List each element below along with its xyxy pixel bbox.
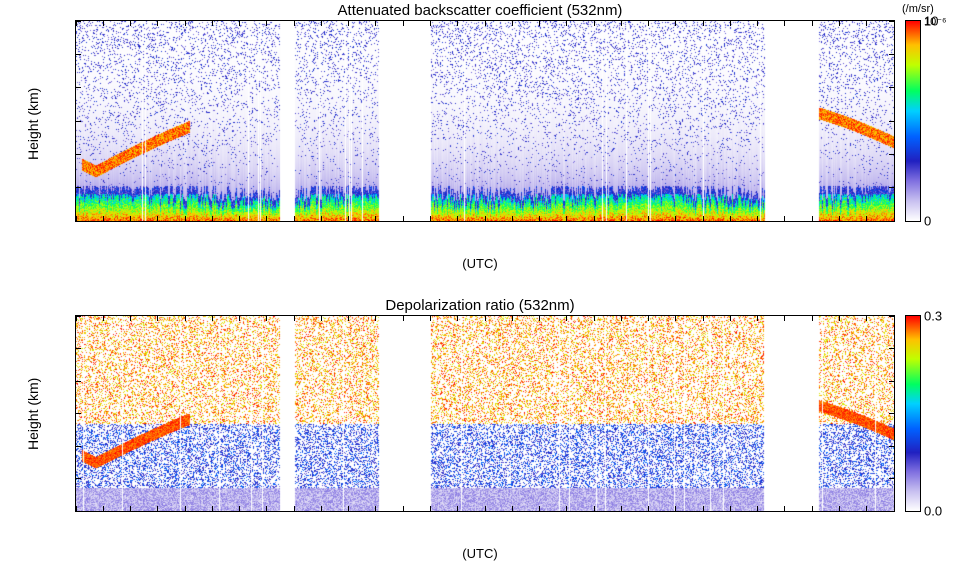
- xtick-label: 5: [181, 511, 188, 512]
- xtick-extra-left: Sep: [75, 511, 88, 512]
- colorbar-unit: (/m/sr): [902, 3, 934, 15]
- xtick-label: 28: [805, 221, 819, 222]
- xtick-label: 19: [560, 511, 574, 512]
- xtick-label: 29: [832, 221, 846, 222]
- xtick-label: 24: [696, 221, 710, 222]
- panel2-plot-area: 0369121518123456789101112131415161718192…: [75, 315, 895, 512]
- panel1-heatmap-canvas: [76, 21, 894, 221]
- colorbar-max: 0.3: [920, 309, 942, 324]
- xtick-label: 26: [750, 221, 764, 222]
- xtick-label: 6: [209, 221, 216, 222]
- xtick-label: 15: [450, 511, 464, 512]
- panel1-title: Attenuated backscatter coefficient (532n…: [0, 2, 960, 19]
- xtick-label: 12: [369, 221, 383, 222]
- panel1-xlabel: (UTC): [0, 256, 960, 271]
- xtick-label: 1: [890, 221, 895, 222]
- panel2-ylabel: Height (km): [25, 378, 41, 450]
- xtick-label: 27: [778, 511, 792, 512]
- xtick-label: 1: [890, 511, 895, 512]
- xtick-label: 19: [560, 221, 574, 222]
- xtick-label: 7: [236, 221, 243, 222]
- xtick-label: 28: [805, 511, 819, 512]
- xtick-label: 10: [314, 511, 328, 512]
- xtick-label: 11: [342, 511, 356, 512]
- xtick-label: 16: [478, 221, 492, 222]
- xtick-label: 22: [641, 221, 655, 222]
- xtick-label: 13: [396, 221, 410, 222]
- xtick-label: 4: [154, 511, 161, 512]
- colorbar-min: 0: [920, 214, 931, 229]
- xtick-extra-left: Sep: [75, 221, 88, 222]
- xtick-label: 12: [369, 511, 383, 512]
- xtick-label: 1: [75, 511, 80, 512]
- panel2-title: Depolarization ratio (532nm): [0, 297, 960, 314]
- xtick-label: 26: [750, 511, 764, 512]
- colorbar-min: 0.0: [920, 504, 942, 519]
- panel2-colorbar: 0.30.0: [905, 315, 921, 512]
- xtick-label: 16: [478, 511, 492, 512]
- xtick-label: 30: [859, 511, 873, 512]
- xtick-label: 27: [778, 221, 792, 222]
- xtick-label: 23: [669, 511, 683, 512]
- xtick-extra-left: 2011: [75, 511, 90, 512]
- xtick-label: 14: [423, 221, 437, 222]
- xtick-label: 6: [209, 511, 216, 512]
- xtick-label: 29: [832, 511, 846, 512]
- xtick-extra-right: Oct: [884, 511, 895, 512]
- xtick-label: 23: [669, 221, 683, 222]
- xtick-label: 10: [314, 221, 328, 222]
- xtick-label: 25: [723, 221, 737, 222]
- xtick-label: 17: [505, 511, 519, 512]
- xtick-extra-left: 2011: [75, 221, 90, 222]
- xtick-label: 18: [532, 221, 546, 222]
- xtick-label: 24: [696, 511, 710, 512]
- xtick-label: 18: [532, 511, 546, 512]
- xtick-label: 3: [127, 511, 134, 512]
- panel2-heatmap-canvas: [76, 316, 894, 511]
- xtick-label: 25: [723, 511, 737, 512]
- xtick-label: 2: [100, 511, 107, 512]
- panel2-xlabel: (UTC): [0, 546, 960, 561]
- xtick-label: 13: [396, 511, 410, 512]
- xtick-label: 9: [291, 221, 298, 222]
- panel1-plot-area: 0369121518123456789101112131415161718192…: [75, 20, 895, 222]
- xtick-label: 5: [181, 221, 188, 222]
- colorbar-exp: 10⁻⁶: [924, 15, 947, 28]
- xtick-label: 8: [263, 511, 270, 512]
- panel1-colorbar: 100(/m/sr)10⁻⁶: [905, 20, 921, 222]
- xtick-label: 21: [614, 511, 628, 512]
- xtick-label: 17: [505, 221, 519, 222]
- panel1-ylabel: Height (km): [25, 88, 41, 160]
- xtick-label: 22: [641, 511, 655, 512]
- xtick-label: 8: [263, 221, 270, 222]
- xtick-label: 4: [154, 221, 161, 222]
- xtick-label: 9: [291, 511, 298, 512]
- xtick-label: 20: [587, 511, 601, 512]
- xtick-label: 21: [614, 221, 628, 222]
- xtick-label: 1: [75, 221, 80, 222]
- xtick-label: 7: [236, 511, 243, 512]
- xtick-label: 30: [859, 221, 873, 222]
- xtick-label: 11: [342, 221, 356, 222]
- xtick-label: 14: [423, 511, 437, 512]
- xtick-label: 15: [450, 221, 464, 222]
- xtick-label: 20: [587, 221, 601, 222]
- xtick-extra-right: Oct: [884, 221, 895, 222]
- xtick-label: 2: [100, 221, 107, 222]
- xtick-label: 3: [127, 221, 134, 222]
